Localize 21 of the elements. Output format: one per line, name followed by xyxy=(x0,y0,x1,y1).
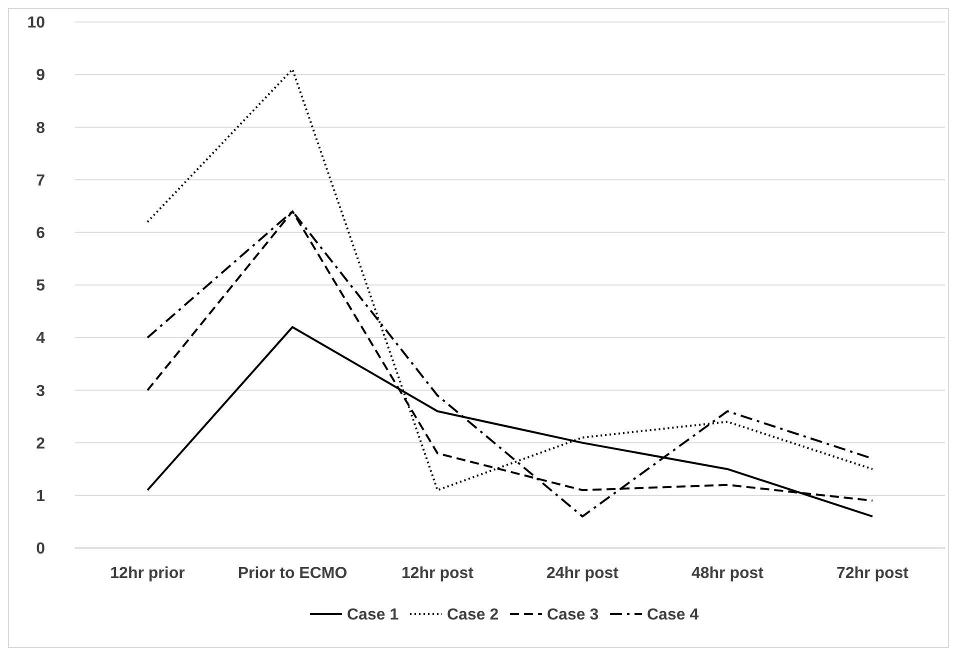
y-tick-label: 5 xyxy=(36,278,46,295)
x-tick-label: 72hr post xyxy=(836,565,910,582)
y-tick-label: 6 xyxy=(36,225,46,242)
legend-label: Case 1 xyxy=(347,606,399,624)
legend-label: Case 4 xyxy=(647,606,699,624)
x-tick-label: 24hr post xyxy=(546,565,620,582)
legend-label: Case 3 xyxy=(547,606,599,624)
y-tick-label: 10 xyxy=(27,14,46,32)
x-tick-label: 12hr prior xyxy=(110,565,185,582)
y-tick-label: 4 xyxy=(36,330,46,348)
y-tick-label: 1 xyxy=(36,488,46,505)
x-tick-label: 48hr post xyxy=(691,565,764,582)
y-tick-label: 9 xyxy=(36,67,46,84)
x-tick-label: 12hr post xyxy=(401,565,474,582)
y-tick-label: 0 xyxy=(36,540,46,558)
y-tick-label: 3 xyxy=(36,382,46,400)
y-tick-label: 8 xyxy=(36,120,46,137)
y-tick-label: 7 xyxy=(36,172,46,190)
x-tick-label: Prior to ECMO xyxy=(238,565,348,582)
y-tick-label: 2 xyxy=(36,435,46,452)
legend-label: Case 2 xyxy=(447,606,499,624)
